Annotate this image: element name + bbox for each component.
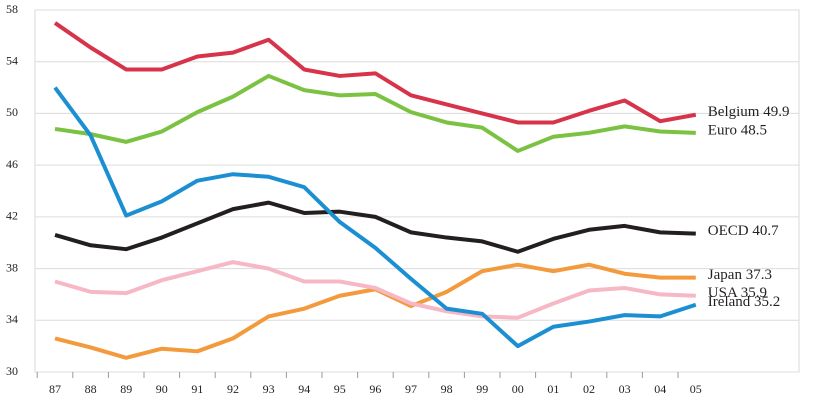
x-tick-label: 00	[512, 382, 524, 396]
x-tick-label: 87	[49, 382, 61, 396]
series-line	[54, 73, 696, 153]
legend-label: Euro 48.5	[708, 122, 767, 138]
y-tick-label: 46	[6, 157, 18, 171]
x-tick-label: 97	[405, 382, 417, 396]
series-line	[54, 260, 696, 320]
x-tick-label: 05	[690, 382, 702, 396]
y-tick-label: 42	[6, 209, 18, 223]
series-line	[54, 200, 696, 254]
legend-label: USA 35.9	[708, 285, 767, 301]
x-tick-label: 03	[619, 382, 631, 396]
x-tick-label: 88	[85, 382, 97, 396]
x-tick-label: 93	[263, 382, 275, 396]
y-tick-label: 34	[6, 312, 18, 326]
x-tick-label: 02	[583, 382, 595, 396]
legend-label: OECD 40.7	[708, 223, 779, 239]
series-line	[53, 21, 697, 125]
x-tick-label: 99	[476, 382, 488, 396]
series-line	[53, 86, 697, 349]
x-tick-label: 90	[156, 382, 168, 396]
y-tick-label: 54	[6, 53, 18, 67]
x-tick-label: 01	[547, 382, 559, 396]
legend-label: Belgium 49.9	[708, 104, 790, 120]
x-tick-label: 92	[227, 382, 239, 396]
y-tick-label: 50	[6, 105, 18, 119]
legend-label: Ireland 35.2	[708, 294, 780, 310]
x-tick-label: 91	[191, 382, 203, 396]
series-line	[54, 262, 696, 360]
x-tick-label: 94	[298, 382, 310, 396]
y-tick-label: 58	[6, 2, 18, 16]
y-tick-label: 38	[6, 260, 18, 274]
y-tick-label: 30	[6, 364, 18, 378]
x-tick-label: 95	[334, 382, 346, 396]
x-tick-label: 96	[369, 382, 381, 396]
x-tick-label: 98	[441, 382, 453, 396]
x-tick-label: 04	[654, 382, 666, 396]
legend-label: Japan 37.3	[708, 267, 772, 283]
x-tick-label: 89	[120, 382, 132, 396]
plot-frame	[34, 9, 800, 373]
